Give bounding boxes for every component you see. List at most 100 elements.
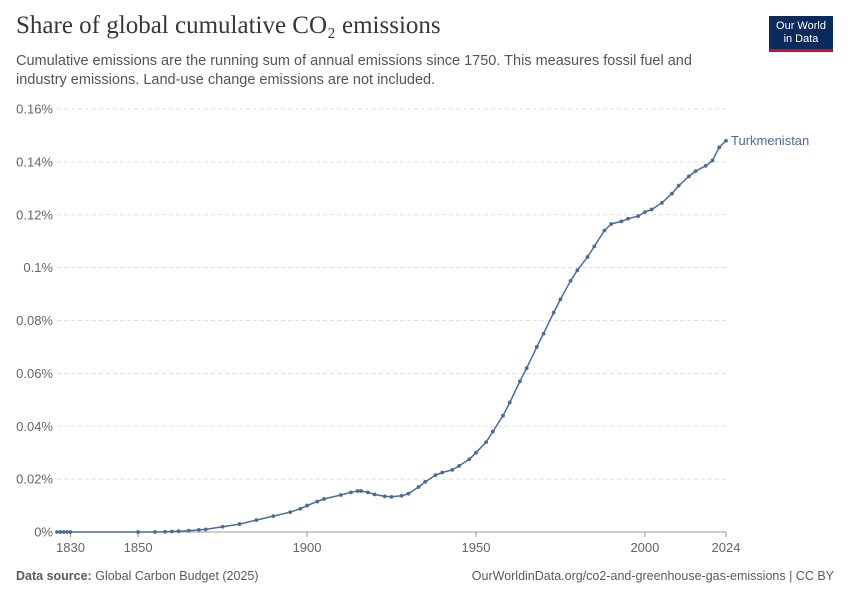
- data-point[interactable]: [372, 492, 377, 497]
- data-point[interactable]: [457, 464, 461, 468]
- chart-subtitle: Cumulative emissions are the running sum…: [16, 53, 692, 88]
- data-point[interactable]: [406, 491, 411, 496]
- data-point[interactable]: [68, 530, 73, 534]
- data-point[interactable]: [484, 440, 489, 445]
- data-point[interactable]: [338, 493, 343, 497]
- series-line-turkmenistan[interactable]: [57, 140, 727, 533]
- data-point[interactable]: [440, 470, 445, 475]
- data-point[interactable]: [55, 530, 59, 534]
- data-point[interactable]: [399, 493, 404, 498]
- y-tick-label: 0.14%: [16, 154, 53, 169]
- x-tick-label: 1850: [124, 540, 153, 555]
- data-point[interactable]: [220, 524, 225, 529]
- y-tick-label: 0.04%: [16, 419, 53, 434]
- data-point[interactable]: [517, 379, 522, 384]
- data-point[interactable]: [609, 222, 614, 226]
- data-point[interactable]: [524, 366, 529, 370]
- series-layer: Turkmenistan: [55, 133, 809, 534]
- data-point[interactable]: [203, 527, 208, 532]
- data-point[interactable]: [153, 530, 157, 534]
- data-point[interactable]: [61, 530, 66, 534]
- gridlines: [57, 108, 726, 533]
- data-point[interactable]: [490, 429, 495, 434]
- owid-logo[interactable]: Our World in Data: [769, 16, 833, 52]
- y-tick-label: 0.02%: [16, 472, 53, 487]
- data-point[interactable]: [703, 163, 708, 168]
- data-point[interactable]: [416, 485, 421, 489]
- y-tick-label: 0.1%: [23, 260, 53, 275]
- data-point[interactable]: [568, 278, 573, 283]
- data-point[interactable]: [254, 518, 259, 523]
- data-point[interactable]: [551, 310, 556, 315]
- data-point[interactable]: [349, 490, 353, 495]
- y-tick-label: 0.12%: [16, 207, 53, 222]
- y-tick-label: 0.08%: [16, 313, 53, 328]
- x-tick-label: 2024: [712, 540, 741, 555]
- data-point[interactable]: [382, 494, 387, 499]
- data-point[interactable]: [298, 506, 303, 511]
- data-point[interactable]: [288, 510, 293, 515]
- data-point[interactable]: [186, 528, 191, 533]
- data-source-label: Data source:: [16, 569, 92, 583]
- data-point[interactable]: [670, 191, 674, 196]
- y-tick-label: 0%: [34, 525, 53, 540]
- data-point[interactable]: [575, 268, 580, 273]
- data-point[interactable]: [389, 494, 394, 499]
- data-point[interactable]: [176, 529, 181, 534]
- data-point[interactable]: [592, 244, 597, 249]
- data-point[interactable]: [541, 331, 546, 336]
- data-point[interactable]: [450, 467, 455, 472]
- data-point[interactable]: [534, 345, 539, 349]
- data-point[interactable]: [626, 216, 630, 221]
- x-tick-label: 2000: [630, 540, 659, 555]
- data-point[interactable]: [659, 200, 664, 205]
- data-point[interactable]: [197, 527, 201, 532]
- data-point[interactable]: [136, 530, 140, 534]
- data-source-value[interactable]: Global Carbon Budget (2025): [95, 569, 259, 583]
- data-point[interactable]: [423, 479, 428, 484]
- data-point[interactable]: [643, 210, 647, 215]
- data-point[interactable]: [636, 214, 641, 218]
- data-point[interactable]: [58, 530, 63, 534]
- x-tick-label: 1830: [56, 540, 85, 555]
- data-point[interactable]: [717, 145, 722, 150]
- data-point[interactable]: [322, 497, 326, 501]
- data-point[interactable]: [693, 169, 698, 174]
- data-point[interactable]: [558, 297, 563, 302]
- data-point[interactable]: [585, 255, 590, 259]
- logo-line-1: Our World: [776, 20, 826, 32]
- data-point[interactable]: [365, 490, 370, 495]
- x-tick-label: 1900: [293, 540, 322, 555]
- data-point[interactable]: [724, 138, 728, 143]
- series-label[interactable]: Turkmenistan: [731, 133, 809, 148]
- logo-line-2: in Data: [783, 33, 819, 45]
- data-point[interactable]: [467, 457, 472, 462]
- data-point[interactable]: [271, 514, 276, 519]
- chart-title: Share of global cumulative CO₂ emissions: [16, 12, 441, 39]
- data-point[interactable]: [649, 207, 654, 212]
- y-axis-ticks: 0% 0.02% 0.04% 0.06% 0.08% 0.1% 0.12% 0.14% 0.16…: [16, 102, 53, 540]
- data-point[interactable]: [65, 530, 70, 534]
- data-point[interactable]: [237, 522, 242, 526]
- data-point[interactable]: [433, 473, 438, 478]
- x-tick-label: 1950: [462, 540, 491, 555]
- data-point[interactable]: [686, 174, 691, 179]
- data-point[interactable]: [305, 503, 309, 508]
- data-point[interactable]: [602, 228, 607, 233]
- data-point[interactable]: [676, 183, 681, 188]
- data-point[interactable]: [619, 219, 624, 224]
- data-point[interactable]: [474, 450, 478, 455]
- data-point[interactable]: [169, 529, 174, 534]
- data-point[interactable]: [359, 489, 363, 493]
- source-url[interactable]: OurWorldinData.org/co2-and-greenhouse-ga…: [471, 569, 834, 583]
- data-point[interactable]: [507, 400, 512, 405]
- data-point[interactable]: [355, 489, 360, 493]
- data-point[interactable]: [315, 499, 320, 504]
- line-chart: 0% 0.02% 0.04% 0.06% 0.08% 0.1% 0.12% 0.14% 0.16…: [16, 102, 809, 556]
- data-source: Data source: Global Carbon Budget (2025): [16, 569, 259, 583]
- data-point[interactable]: [163, 529, 168, 534]
- x-axis-ticks: 1830 1850 1900 1950 2000 2024: [56, 532, 740, 555]
- data-point[interactable]: [710, 158, 715, 163]
- data-point[interactable]: [501, 413, 505, 418]
- y-tick-label: 0.16%: [16, 102, 53, 117]
